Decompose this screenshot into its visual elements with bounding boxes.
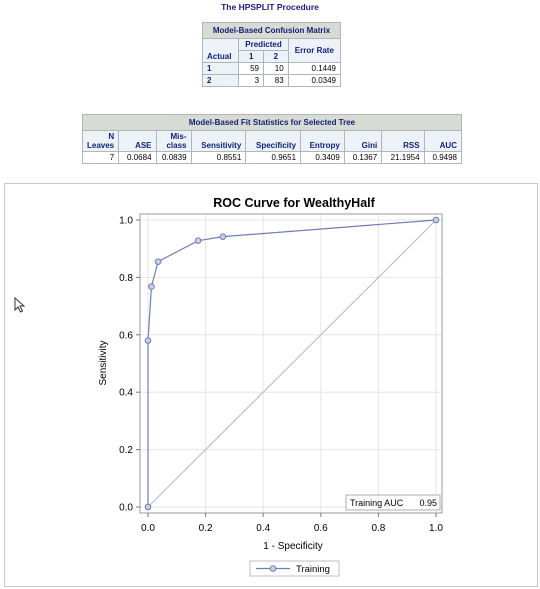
table-row: 2 3 83 0.0349 <box>201 74 342 87</box>
x-axis-label: 1 - Specificity <box>263 541 322 552</box>
y-axis-label: Sensitivity <box>98 340 109 385</box>
actual-class-cell: 2 <box>201 74 240 87</box>
auc-inset-label: Training AUC <box>350 498 404 508</box>
count-cell: 83 <box>263 74 289 87</box>
mouse-pointer-icon <box>14 297 25 313</box>
table-row: 1 59 10 0.1449 <box>201 62 342 75</box>
table-row: 7 0.0684 0.0839 0.8551 0.9651 0.3409 0.1… <box>81 151 463 164</box>
sensitivity-value: 0.8551 <box>190 151 247 164</box>
plot-area <box>139 213 443 514</box>
gini-header: Gini <box>343 130 383 152</box>
predicted-class-2-header: 2 <box>263 50 289 63</box>
n-leaves-value: 7 <box>81 151 120 164</box>
ase-value: 0.0684 <box>118 151 157 164</box>
confusion-matrix-caption: Model-Based Confusion Matrix <box>202 22 341 38</box>
roc-point <box>144 337 152 344</box>
confusion-matrix-table: Model-Based Confusion Matrix Actual Pred… <box>201 22 342 87</box>
ase-header: ASE <box>118 130 157 152</box>
roc-point <box>194 237 202 244</box>
count-cell: 3 <box>238 74 265 87</box>
x-tick-label: 1.0 <box>429 523 443 534</box>
y-tick-label: 1.0 <box>119 216 133 227</box>
gini-value: 0.1367 <box>343 151 383 164</box>
error-rate-cell: 0.0349 <box>287 74 342 87</box>
rss-header: RSS <box>381 130 425 152</box>
y-tick-label: 0.4 <box>119 388 133 399</box>
fit-statistics-caption: Model-Based Fit Statistics for Selected … <box>82 114 462 130</box>
roc-point <box>154 258 162 265</box>
x-tick-label: 0.2 <box>199 523 213 534</box>
legend-marker <box>269 565 277 572</box>
entropy-header: Entropy <box>300 130 345 152</box>
fit-statistics-table: Model-Based Fit Statistics for Selected … <box>81 114 463 164</box>
y-tick-label: 0.6 <box>119 330 133 341</box>
n-leaves-header: N Leaves <box>81 130 120 152</box>
specificity-header: Specificity <box>245 130 302 152</box>
chart-title: ROC Curve for WealthyHalf <box>213 196 375 210</box>
auc-inset-box <box>345 494 441 511</box>
legend-box <box>249 560 340 577</box>
reference-diagonal-line <box>147 219 437 508</box>
roc-point <box>432 216 440 224</box>
rss-value: 21.1954 <box>381 151 425 164</box>
misclass-header: Mis-class <box>155 130 192 152</box>
y-tick-label: 0.8 <box>119 273 133 284</box>
misclass-value: 0.0839 <box>155 151 192 164</box>
actual-class-cell: 1 <box>201 62 240 75</box>
x-tick-label: 0.8 <box>371 523 385 534</box>
auc-value: 0.9498 <box>423 151 463 164</box>
roc-point <box>219 233 227 240</box>
legend-label: Training <box>296 564 330 575</box>
x-tick-label: 0.0 <box>141 523 155 534</box>
auc-inset-value: 0.95 <box>419 498 437 508</box>
x-tick-label: 0.6 <box>314 523 328 534</box>
specificity-value: 0.9651 <box>245 151 302 164</box>
error-rate-cell: 0.1449 <box>287 62 342 75</box>
roc-point <box>144 503 152 511</box>
auc-header: AUC <box>423 130 463 152</box>
actual-header: Actual <box>201 38 240 63</box>
y-tick-label: 0.2 <box>119 445 133 456</box>
error-rate-header: Error Rate <box>287 38 342 63</box>
roc-point <box>148 283 155 290</box>
y-tick-label: 0.0 <box>119 503 133 514</box>
legend: Training <box>249 560 340 577</box>
procedure-title: The HPSPLIT Procedure <box>221 2 319 12</box>
auc-inset: Training AUC 0.95 <box>345 494 441 511</box>
x-tick-label: 0.4 <box>256 523 270 534</box>
entropy-value: 0.3409 <box>300 151 345 164</box>
